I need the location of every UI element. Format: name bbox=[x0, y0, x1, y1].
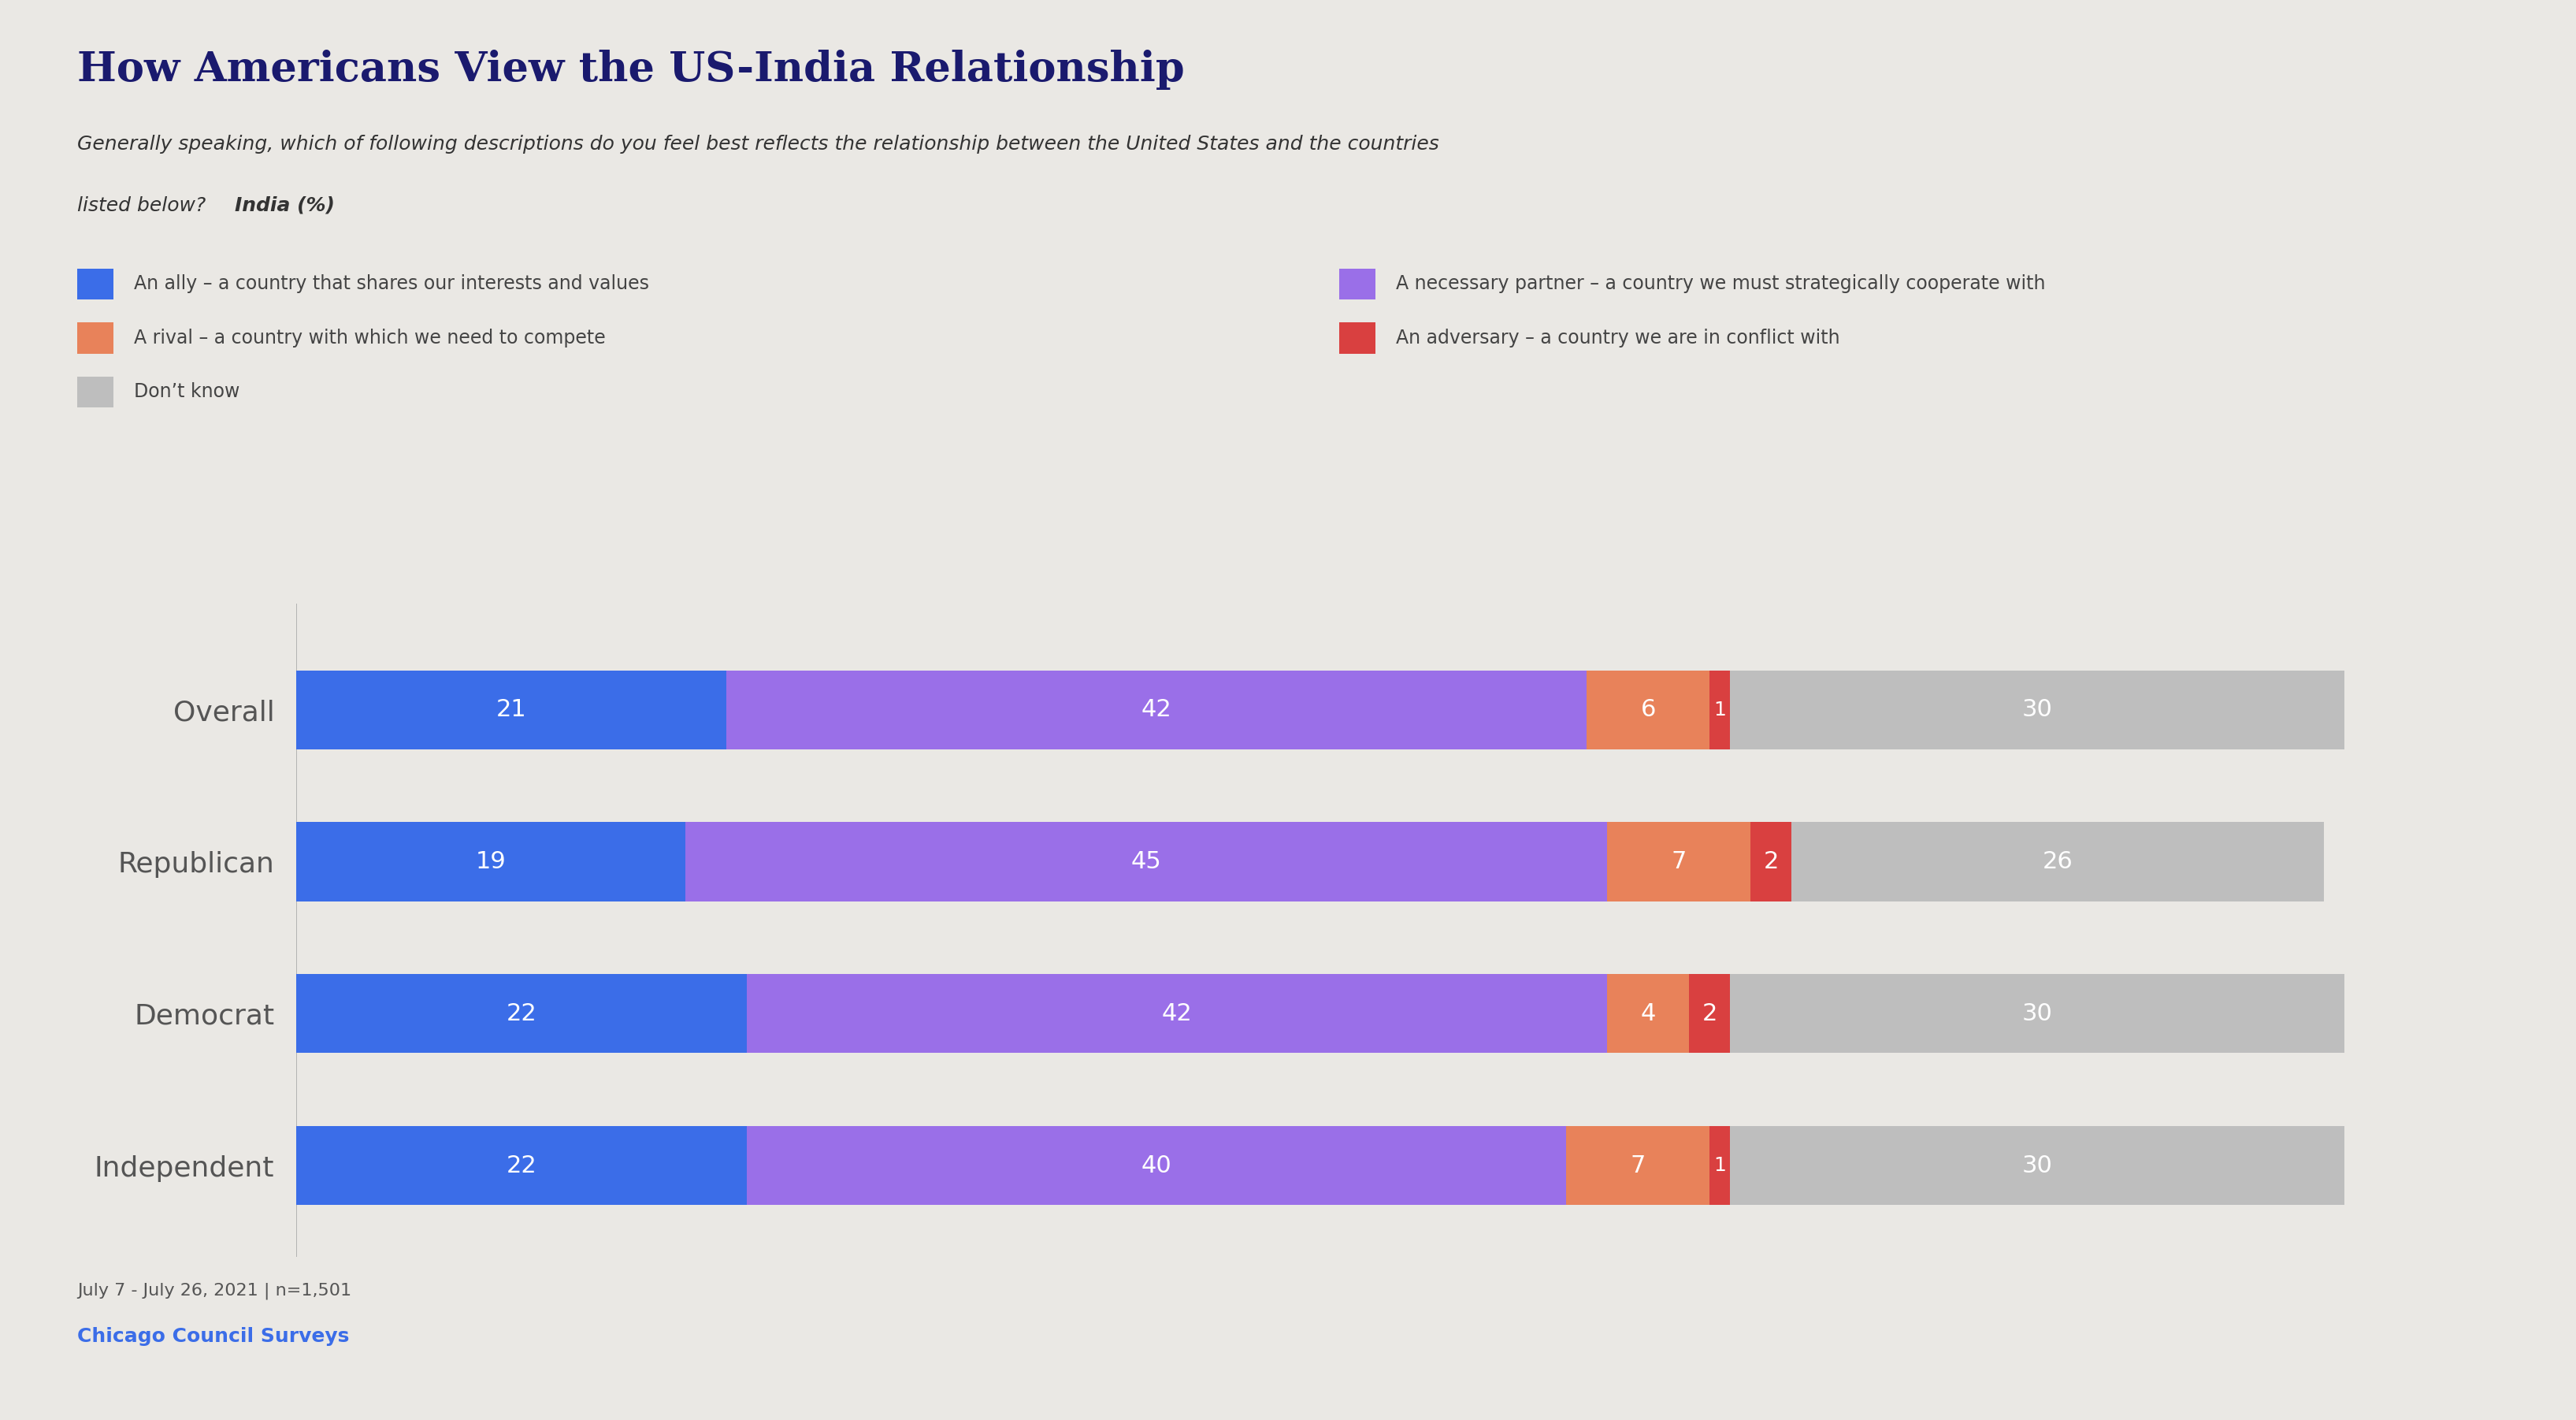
Bar bbox=[1566, 1126, 1710, 1206]
Text: 26: 26 bbox=[2043, 851, 2074, 873]
Text: 7: 7 bbox=[1672, 851, 1687, 873]
Bar bbox=[296, 974, 747, 1054]
Bar bbox=[1710, 1126, 1731, 1206]
Bar bbox=[685, 822, 1607, 902]
Bar bbox=[747, 974, 1607, 1054]
Text: 22: 22 bbox=[507, 1003, 536, 1025]
Bar bbox=[296, 670, 726, 750]
Text: 2: 2 bbox=[1765, 851, 1780, 873]
Text: 1: 1 bbox=[1713, 700, 1726, 720]
Text: An ally – a country that shares our interests and values: An ally – a country that shares our inte… bbox=[134, 274, 649, 294]
Text: 45: 45 bbox=[1131, 851, 1162, 873]
Bar bbox=[296, 1126, 747, 1206]
Text: 19: 19 bbox=[477, 851, 505, 873]
Text: listed below?: listed below? bbox=[77, 196, 211, 214]
Text: Generally speaking, which of following descriptions do you feel best reflects th: Generally speaking, which of following d… bbox=[77, 135, 1440, 153]
Text: 4: 4 bbox=[1641, 1003, 1656, 1025]
Text: 30: 30 bbox=[2022, 699, 2053, 721]
Text: 2: 2 bbox=[1703, 1003, 1718, 1025]
Bar bbox=[1607, 974, 1690, 1054]
Bar bbox=[1731, 974, 2344, 1054]
Bar bbox=[1607, 822, 1752, 902]
Text: India (%): India (%) bbox=[234, 196, 335, 214]
Text: 21: 21 bbox=[497, 699, 526, 721]
Text: A rival – a country with which we need to compete: A rival – a country with which we need t… bbox=[134, 328, 605, 348]
Text: 30: 30 bbox=[2022, 1154, 2053, 1177]
Bar bbox=[1752, 822, 1793, 902]
Text: 1: 1 bbox=[1713, 1156, 1726, 1174]
Text: How Americans View the US-India Relationship: How Americans View the US-India Relation… bbox=[77, 50, 1185, 89]
Text: 42: 42 bbox=[1141, 699, 1172, 721]
Bar bbox=[1793, 822, 2324, 902]
Text: July 7 - July 26, 2021 | n=1,501: July 7 - July 26, 2021 | n=1,501 bbox=[77, 1282, 350, 1299]
Text: A necessary partner – a country we must strategically cooperate with: A necessary partner – a country we must … bbox=[1396, 274, 2045, 294]
Bar bbox=[296, 822, 685, 902]
Bar bbox=[1710, 670, 1731, 750]
Text: 6: 6 bbox=[1641, 699, 1656, 721]
Bar bbox=[1731, 1126, 2344, 1206]
Text: 30: 30 bbox=[2022, 1003, 2053, 1025]
Bar bbox=[1731, 670, 2344, 750]
Bar bbox=[1690, 974, 1731, 1054]
Bar bbox=[747, 1126, 1566, 1206]
Bar bbox=[726, 670, 1587, 750]
Text: An adversary – a country we are in conflict with: An adversary – a country we are in confl… bbox=[1396, 328, 1839, 348]
Text: 40: 40 bbox=[1141, 1154, 1172, 1177]
Text: Don’t know: Don’t know bbox=[134, 382, 240, 402]
Text: 7: 7 bbox=[1631, 1154, 1646, 1177]
Text: 22: 22 bbox=[507, 1154, 536, 1177]
Bar bbox=[1587, 670, 1710, 750]
Text: Chicago Council Surveys: Chicago Council Surveys bbox=[77, 1328, 350, 1346]
Text: 42: 42 bbox=[1162, 1003, 1193, 1025]
